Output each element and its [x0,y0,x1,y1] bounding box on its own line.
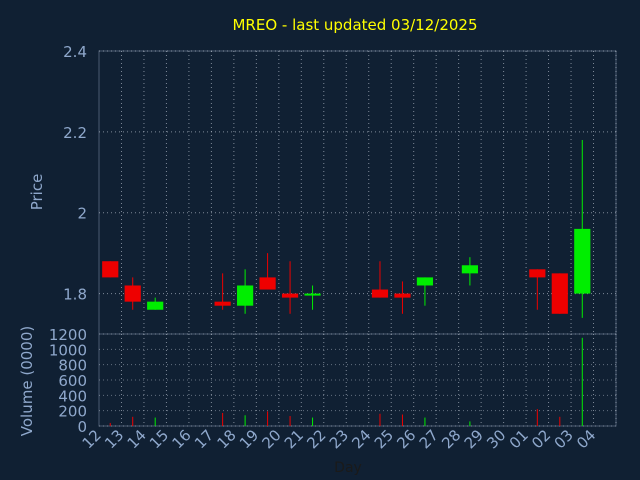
volume-tick-label: 400 [58,387,87,405]
x-axis-label: Day [334,460,362,476]
candle-body [574,228,591,294]
price-axis-label: Price [28,174,46,211]
candle-body [394,293,411,298]
x-axis-ticks: 1213141516171819202122232425262728293001… [79,426,600,452]
volume-tick-label: 200 [58,403,87,421]
candle-body [551,273,568,314]
candle-body [281,293,299,298]
candle-body [416,277,434,286]
candle-body [124,285,141,302]
candle-body [461,265,478,274]
candle-body [371,289,389,298]
volume-tick-label: 1000 [49,341,87,359]
volume-plot-frame [98,333,617,427]
volume-tick-label: 600 [58,372,87,390]
candle-body [304,293,321,296]
candle-body [102,261,119,278]
price-plot-frame [98,50,617,335]
x-tick-label: 04 [573,426,599,452]
price-tick-label: 1.8 [63,286,87,304]
price-tick-label: 2.4 [63,43,87,61]
volume-tick-label: 800 [58,357,87,375]
volume-tick-label: 0 [77,418,87,436]
candle-body [214,301,231,306]
price-tick-label: 2 [77,205,87,223]
price-panel: 2.4 2.2 2 1.8 [63,43,617,335]
chart-title: MREO - last updated 03/12/2025 [232,16,477,34]
candle-body [237,285,254,306]
candle-body [147,301,164,310]
candle-body [259,277,276,290]
volume-tick-label: 1200 [49,326,87,344]
price-tick-label: 2.2 [63,124,87,142]
volume-axis-label: Volume (0000) [18,326,36,436]
candle-body [529,269,546,278]
